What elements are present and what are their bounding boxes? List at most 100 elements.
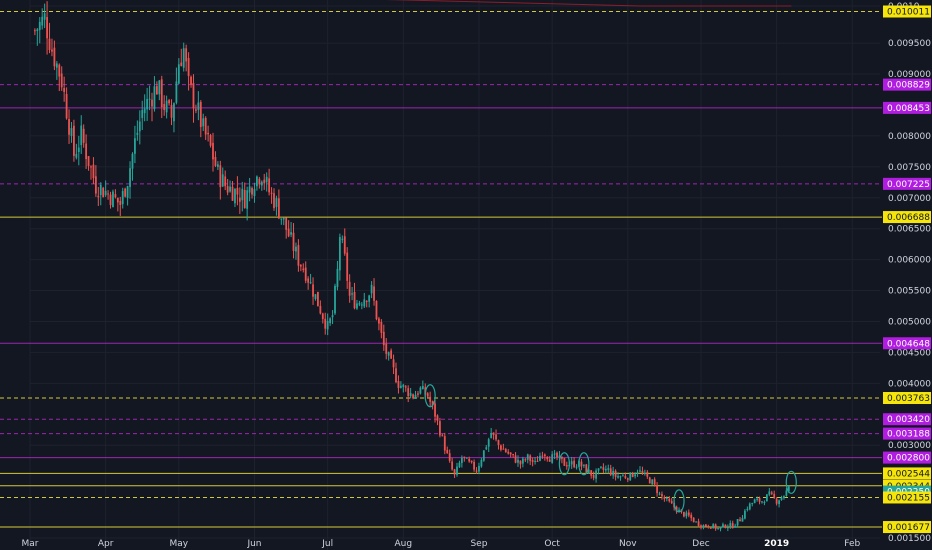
candle-body — [558, 455, 561, 458]
candle-body — [492, 432, 495, 435]
candle-body — [441, 435, 444, 437]
candle-body — [629, 472, 632, 481]
candle-body — [602, 467, 605, 470]
candle-body — [722, 524, 724, 528]
candle-body — [758, 497, 761, 502]
candle-body — [341, 238, 344, 240]
candle-body — [121, 191, 124, 205]
candle-body — [612, 470, 615, 476]
candle-body — [626, 478, 629, 480]
candle-body — [358, 303, 361, 305]
candle-body — [700, 525, 702, 528]
candle-body — [575, 466, 578, 468]
candle-body — [46, 17, 48, 39]
candle-body — [451, 461, 454, 470]
candle-body — [204, 117, 207, 135]
candle-body — [363, 299, 366, 307]
candle-body — [717, 528, 719, 530]
candle-body — [587, 469, 590, 474]
candle-body — [541, 455, 544, 457]
time-tick-label: Jun — [246, 539, 261, 549]
candle-body — [634, 474, 637, 477]
candle-body — [229, 186, 231, 192]
candle-body — [531, 460, 534, 462]
candle-body — [595, 470, 597, 479]
candle-body — [604, 468, 607, 471]
level-label-box — [883, 521, 931, 534]
candle-body — [209, 135, 212, 146]
grid-lines — [29, 0, 880, 550]
level-label-box — [883, 392, 931, 405]
candle-body — [661, 494, 663, 497]
candle-body — [141, 110, 144, 118]
candle-body — [704, 524, 707, 527]
candle-body — [712, 524, 715, 529]
time-tick-label: Jul — [321, 539, 333, 549]
price-tick-label: 0.003000 — [888, 441, 931, 451]
candle-body — [282, 218, 285, 220]
candle-body — [234, 189, 236, 204]
candle-body — [48, 38, 51, 50]
candle-body — [368, 295, 371, 302]
candle-body — [253, 189, 256, 197]
candle-body — [180, 62, 183, 66]
candle-body — [482, 450, 485, 461]
candle-body — [97, 195, 100, 198]
level-label: 0.007225 — [887, 180, 930, 190]
candle-body — [185, 48, 188, 62]
candle-body — [207, 132, 210, 135]
candle-body — [643, 472, 646, 474]
candle-body — [734, 525, 737, 528]
price-tick-label: 0.009000 — [888, 70, 931, 80]
candle-body — [746, 508, 749, 510]
candle-body — [431, 401, 434, 405]
candle-body — [692, 517, 695, 523]
candle-body — [263, 179, 266, 184]
candle-body — [58, 64, 61, 77]
candle-body — [175, 81, 178, 103]
price-tick-label: 0.001500 — [888, 534, 931, 544]
candle-body — [119, 200, 122, 205]
candle-body — [426, 393, 429, 397]
candle-body — [190, 76, 192, 85]
candle-body — [334, 285, 336, 314]
candle-body — [675, 506, 678, 512]
candle-body — [151, 99, 153, 107]
candle-body — [783, 495, 785, 498]
candle-body — [107, 193, 109, 195]
candle-body — [270, 192, 273, 194]
candle-body — [565, 465, 568, 467]
candle-body — [458, 462, 461, 468]
level-label: 0.002155 — [887, 493, 930, 503]
candle-body — [129, 168, 131, 187]
candle-body — [648, 477, 651, 484]
candle-body — [380, 322, 383, 333]
candle-body — [385, 343, 388, 354]
candle-body — [702, 525, 705, 528]
price-tick-label: 0.009500 — [888, 39, 931, 49]
level-label-box — [883, 451, 931, 464]
candle-body — [338, 237, 341, 271]
price-tick-label: 0.006000 — [888, 256, 931, 266]
candle-body — [317, 291, 319, 307]
candle-body — [607, 468, 610, 470]
candle-body — [765, 494, 768, 502]
candle-body — [241, 188, 244, 201]
candle-body — [731, 523, 734, 529]
candle-body — [348, 281, 351, 296]
time-tick-label: Feb — [844, 539, 860, 549]
time-axis[interactable]: Mar Apr May Jun Jul Aug Sep Oct Nov Dec 2019 Feb — [22, 539, 861, 549]
candle-body — [770, 492, 773, 494]
candle-body — [143, 108, 146, 114]
candle-body — [102, 187, 105, 198]
candle-body — [275, 198, 278, 207]
price-tick-label: 0.006500 — [888, 225, 931, 235]
candle-body — [526, 454, 529, 460]
candle-body — [280, 218, 283, 220]
candle-body — [475, 470, 478, 472]
candle-body — [639, 470, 641, 472]
candle-body — [497, 440, 500, 446]
candle-body — [653, 479, 656, 485]
